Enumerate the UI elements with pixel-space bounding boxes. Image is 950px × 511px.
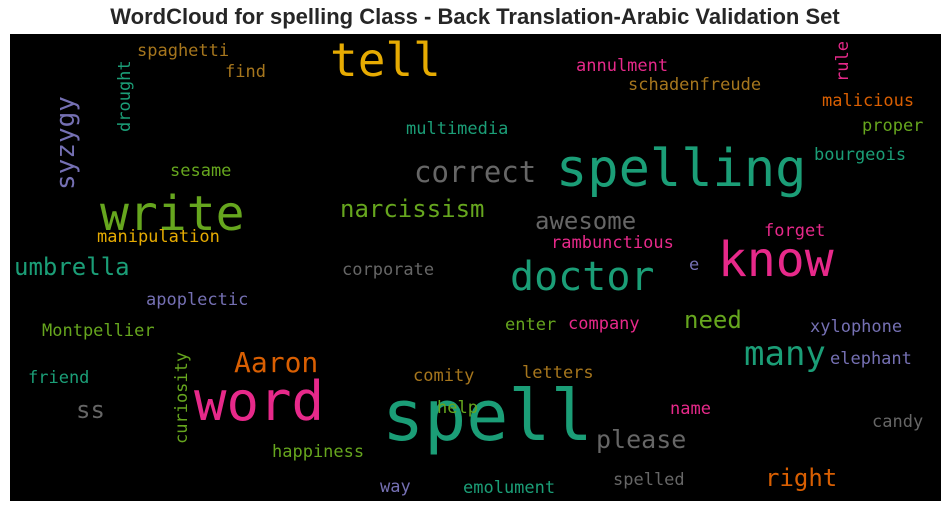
wordcloud-svg: spell spelling word know write tell doctor many…	[14, 34, 923, 498]
word-find: find	[225, 62, 266, 82]
word-spelling: spelling	[556, 139, 806, 199]
word-comity: comity	[413, 366, 474, 386]
word-enter: enter	[505, 315, 556, 335]
word-forget: forget	[764, 221, 825, 241]
word-drought: drought	[115, 60, 135, 132]
word-company: company	[568, 314, 640, 334]
word-many: many	[744, 334, 826, 374]
word-candy: candy	[872, 412, 923, 432]
word-umbrella: umbrella	[14, 253, 130, 281]
word-apoplectic: apoplectic	[146, 290, 248, 310]
word-syzygy: syzygy	[51, 96, 81, 190]
word-sesame: sesame	[170, 161, 231, 181]
word-please: please	[596, 425, 686, 454]
word-friend: friend	[28, 368, 89, 388]
word-doctor: doctor	[510, 254, 655, 300]
word-awesome: awesome	[535, 207, 636, 235]
word-tell: tell	[330, 34, 441, 87]
word-montpellier: Montpellier	[42, 321, 155, 341]
word-know: know	[718, 232, 834, 288]
word-word: word	[194, 370, 324, 433]
chart-title: WordCloud for spelling Class - Back Tran…	[110, 4, 840, 29]
word-way: way	[380, 477, 411, 497]
word-corporate: corporate	[342, 260, 434, 280]
word-aaron: Aaron	[234, 346, 318, 379]
word-malicious: malicious	[822, 91, 914, 111]
word-elephant: elephant	[830, 349, 912, 369]
word-annulment: annulment	[576, 56, 668, 76]
word-help: help	[437, 398, 478, 418]
wordcloud-canvas: spell spelling word know write tell doctor many…	[10, 34, 941, 501]
word-emolument: emolument	[463, 478, 555, 498]
word-proper: proper	[862, 116, 923, 136]
word-letters: letters	[522, 363, 594, 383]
word-multimedia: multimedia	[406, 119, 508, 139]
word-schadenfreude: schadenfreude	[628, 75, 761, 95]
word-spaghetti: spaghetti	[137, 41, 229, 61]
word-bourgeois: bourgeois	[814, 145, 906, 165]
word-manipulation: manipulation	[97, 227, 220, 247]
word-curiosity: curiosity	[172, 352, 192, 444]
word-right: right	[765, 464, 837, 492]
word-spelled: spelled	[613, 470, 685, 490]
word-rule: rule	[833, 41, 853, 82]
word-spell: spell	[382, 375, 593, 457]
word-name: name	[670, 399, 711, 419]
word-write: write	[100, 186, 245, 242]
word-e: e	[689, 255, 699, 275]
word-need: need	[684, 306, 742, 334]
word-narcissism: narcissism	[340, 195, 485, 223]
word-ss: ss	[76, 396, 105, 424]
word-happiness: happiness	[272, 442, 364, 462]
word-rambunctious: rambunctious	[551, 233, 674, 253]
word-xylophone: xylophone	[810, 317, 902, 337]
word-correct: correct	[414, 155, 536, 189]
